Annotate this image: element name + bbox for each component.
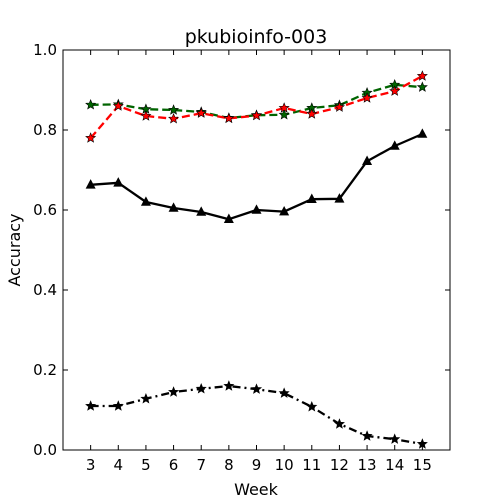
series-4-point — [85, 400, 97, 411]
plot-frame — [62, 49, 451, 451]
series-4-point — [306, 400, 318, 412]
x-tick-label: 11 — [302, 456, 321, 474]
x-tick-label: 3 — [86, 456, 96, 474]
series-2-point — [333, 101, 345, 112]
series-2-point — [85, 132, 97, 143]
series-4-point — [112, 400, 124, 411]
x-tick-label: 13 — [358, 456, 377, 474]
plot-series — [85, 70, 428, 449]
chart-title: pkubioinfo-003 — [185, 26, 328, 48]
series-2-point — [112, 100, 124, 111]
x-tick-label: 10 — [275, 456, 294, 474]
series-4-point — [333, 418, 345, 429]
axes-ticks: 3 4 5 6 7 8 9 10 11 12 13 14 15 0.0 0.2 0.4 0.6 0.8 1.0 — [33, 41, 450, 474]
series-4-point — [361, 430, 373, 441]
series-2-point — [389, 85, 401, 96]
x-tick-label: 8 — [224, 456, 234, 474]
series-2-point — [361, 92, 373, 103]
series-2-point — [416, 70, 428, 81]
y-tick-label: 1.0 — [33, 41, 57, 59]
series-4-point — [223, 380, 235, 391]
series-line-4 — [90, 384, 423, 446]
series-3-point — [334, 193, 345, 203]
series-3-point — [306, 193, 317, 203]
series-3-point — [417, 128, 428, 138]
series-2-point — [195, 107, 207, 118]
x-tick-label: 7 — [196, 456, 206, 474]
y-tick-label: 0.6 — [33, 201, 57, 219]
x-tick-label: 12 — [330, 456, 349, 474]
series-4-point — [140, 392, 152, 404]
x-tick-label: 9 — [252, 456, 262, 474]
series-3-point — [389, 140, 400, 150]
series-2-point — [306, 108, 318, 119]
series-2-point — [278, 102, 290, 113]
x-tick-label: 4 — [114, 456, 124, 474]
series-1-point — [278, 108, 290, 120]
x-axis-label: Week — [234, 480, 279, 499]
series-3-point — [113, 177, 124, 187]
series-3-point — [140, 196, 151, 206]
x-tick-label: 14 — [385, 456, 404, 474]
x-tick-label: 15 — [413, 456, 432, 474]
y-tick-label: 0.2 — [33, 361, 57, 379]
series-3-point — [279, 205, 290, 216]
series-3-point — [223, 213, 234, 223]
series-1-point — [168, 104, 180, 115]
series-4-point — [278, 387, 290, 398]
series-1-point — [416, 81, 428, 92]
series-3-point — [362, 155, 373, 165]
series-4-point — [250, 383, 263, 394]
y-tick-label: 0.4 — [33, 281, 57, 299]
series-2-point — [223, 112, 235, 124]
series-4-point — [389, 433, 401, 444]
series-3-point — [85, 179, 96, 189]
x-tick-label: 5 — [141, 456, 151, 474]
series-4-point — [195, 382, 207, 394]
y-tick-label: 0.8 — [33, 121, 57, 139]
series-3-point — [251, 204, 262, 214]
x-tick-label: 6 — [169, 456, 179, 474]
series-line-2 — [89, 74, 423, 139]
series-4-point — [168, 386, 180, 397]
series-2-point — [250, 109, 263, 121]
y-tick-label: 0.0 — [33, 441, 57, 459]
series-3-point — [168, 202, 179, 212]
series-2-point — [168, 112, 180, 124]
series-2-point — [140, 110, 152, 121]
series-3-point — [196, 206, 207, 216]
series-1-point — [85, 98, 97, 110]
y-axis-label: Accuracy — [5, 213, 24, 286]
